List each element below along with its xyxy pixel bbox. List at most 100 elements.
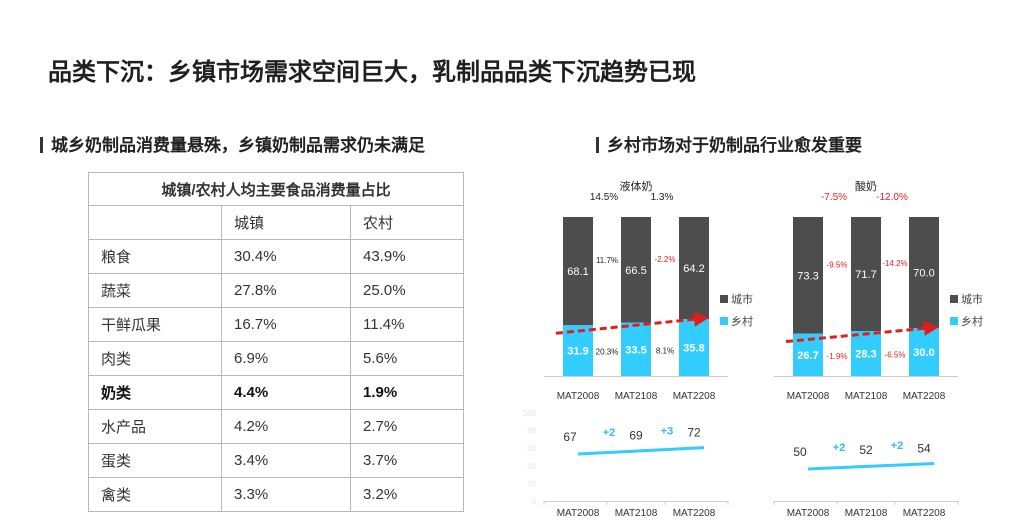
line-value-label: 54 xyxy=(917,441,931,455)
y-tick-label: 20 xyxy=(527,479,536,488)
x-tick-label: MAT2008 xyxy=(787,391,830,402)
x-tick-label: MAT2008 xyxy=(557,508,600,519)
table-header-item xyxy=(88,205,222,240)
line-delta-label: +2 xyxy=(891,440,904,452)
bar-city xyxy=(621,217,651,323)
table-cell-item: 蛋类 xyxy=(88,443,222,478)
table-cell-item: 奶类 xyxy=(88,375,222,410)
bar-city xyxy=(909,217,939,329)
legend-swatch-rural xyxy=(720,317,728,325)
bar-city-label: 70.0 xyxy=(913,268,934,280)
rural-growth-label: 20.3% xyxy=(596,348,619,357)
table-cell-rural: 3.2% xyxy=(350,477,464,512)
table-cell-rural: 2.7% xyxy=(350,409,464,444)
total-growth-label: 1.3% xyxy=(651,192,674,203)
city-growth-label: -14.2% xyxy=(882,259,907,268)
total-growth-label: 14.5% xyxy=(590,192,618,203)
table-cell-urban: 27.8% xyxy=(221,273,351,308)
bar-city xyxy=(793,217,823,334)
bar-rural-label: 33.5 xyxy=(625,344,646,356)
table-cell-urban: 4.4% xyxy=(221,375,351,410)
chart-title: 酸奶 xyxy=(855,179,877,193)
x-tick-label: MAT2208 xyxy=(903,391,946,402)
bar-city-label: 66.5 xyxy=(625,265,646,277)
legend-label-rural: 乡村 xyxy=(961,314,983,328)
y-tick-label: 60 xyxy=(527,444,536,453)
table-cell-item: 粮食 xyxy=(88,239,222,274)
left-heading: 城乡奶制品消费量悬殊，乡镇奶制品需求仍未满足 xyxy=(40,131,425,156)
x-tick-label: MAT2208 xyxy=(673,391,716,402)
x-tick-label: MAT2108 xyxy=(845,391,888,402)
city-growth-label: -9.5% xyxy=(827,260,848,269)
table-row: 肉类 6.9% 5.6% xyxy=(88,341,464,376)
table-row: 禽类 3.3% 3.2% xyxy=(88,477,464,512)
bar-rural xyxy=(679,319,709,376)
bar-city-label: 71.7 xyxy=(855,269,876,281)
table-row: 蔬菜 27.8% 25.0% xyxy=(88,273,464,308)
y-tick-label: 0 xyxy=(532,497,537,506)
table-cell-rural: 3.7% xyxy=(350,443,464,478)
legend-swatch-rural xyxy=(950,317,958,325)
table-row: 水产品 4.2% 2.7% xyxy=(88,409,464,444)
total-growth-label: -12.0% xyxy=(876,192,908,203)
table-row: 粮食 30.4% 43.9% xyxy=(88,239,464,274)
total-growth-label: -7.5% xyxy=(821,192,847,203)
bar-rural-label: 35.8 xyxy=(683,343,704,355)
table-header-rural: 农村 xyxy=(350,205,464,240)
line-value-label: 69 xyxy=(629,428,643,442)
bar-rural xyxy=(851,331,881,376)
legend-swatch-city xyxy=(950,295,958,303)
table-cell-item: 蔬菜 xyxy=(88,273,222,308)
table-cell-urban: 30.4% xyxy=(221,239,351,274)
bar-city xyxy=(563,217,593,326)
table-cell-urban: 4.2% xyxy=(221,409,351,444)
line-series xyxy=(577,446,705,456)
x-tick-label: MAT2008 xyxy=(787,508,830,519)
rural-growth-label: -1.9% xyxy=(827,352,848,361)
y-tick-label: 100 xyxy=(523,409,537,418)
table-cell-rural: 43.9% xyxy=(350,239,464,274)
legend-label-city: 城市 xyxy=(961,292,983,306)
bar-city xyxy=(679,217,709,320)
table-row: 干鲜瓜果 16.7% 11.4% xyxy=(88,307,464,342)
rural-growth-label: -6.5% xyxy=(885,351,906,360)
line-value-label: 50 xyxy=(793,445,807,459)
line-value-label: 67 xyxy=(563,430,577,444)
bar-rural-label: 26.7 xyxy=(797,350,818,362)
line-delta-label: +2 xyxy=(603,427,616,439)
table-cell-urban: 3.4% xyxy=(221,443,351,478)
x-tick-label: MAT2108 xyxy=(615,391,658,402)
table-header-urban: 城镇 xyxy=(221,205,351,240)
city-growth-label: 11.7% xyxy=(596,256,618,265)
y-tick-label: 40 xyxy=(527,462,536,471)
y-tick-label: 80 xyxy=(527,427,536,436)
line-delta-label: +2 xyxy=(833,442,846,454)
table-cell-item: 禽类 xyxy=(88,477,222,512)
chart-title: 液体奶 xyxy=(620,179,653,193)
table-body: 粮食 30.4% 43.9% 蔬菜 27.8% 25.0% 干鲜瓜果 16.7% 11.4% 肉类… xyxy=(88,239,464,512)
bar-rural xyxy=(563,325,593,376)
rural-growth-label: 8.1% xyxy=(656,346,674,355)
page-title: 品类下沉：乡镇市场需求空间巨大，乳制品品类下沉趋势已现 xyxy=(48,59,696,86)
food-consumption-table: 城镇/农村人均主要食品消费量占比 城镇 农村 粮食 30.4% 43.9% 蔬菜 27.… xyxy=(88,172,464,512)
legend-swatch-city xyxy=(720,295,728,303)
bar-rural-label: 30.0 xyxy=(913,347,934,359)
table-row: 奶类 4.4% 1.9% xyxy=(88,375,464,410)
heading-bar-icon xyxy=(596,137,599,153)
table-cell-item: 干鲜瓜果 xyxy=(88,307,222,342)
right-heading: 乡村市场对于奶制品行业愈发重要 xyxy=(596,131,862,156)
city-growth-label: -2.2% xyxy=(655,255,676,264)
table-cell-item: 水产品 xyxy=(88,409,222,444)
table-caption: 城镇/农村人均主要食品消费量占比 xyxy=(88,172,464,206)
bar-rural-label: 31.9 xyxy=(567,346,588,358)
x-tick-label: MAT2208 xyxy=(673,508,716,519)
bar-city-label: 73.3 xyxy=(797,270,818,282)
table-cell-urban: 6.9% xyxy=(221,341,351,376)
bar-rural xyxy=(621,322,651,376)
line-series xyxy=(807,461,935,471)
line-delta-label: +3 xyxy=(661,425,674,437)
x-tick-label: MAT2108 xyxy=(845,508,888,519)
left-heading-text: 城乡奶制品消费量悬殊，乡镇奶制品需求仍未满足 xyxy=(51,136,425,155)
table-cell-rural: 1.9% xyxy=(350,375,464,410)
